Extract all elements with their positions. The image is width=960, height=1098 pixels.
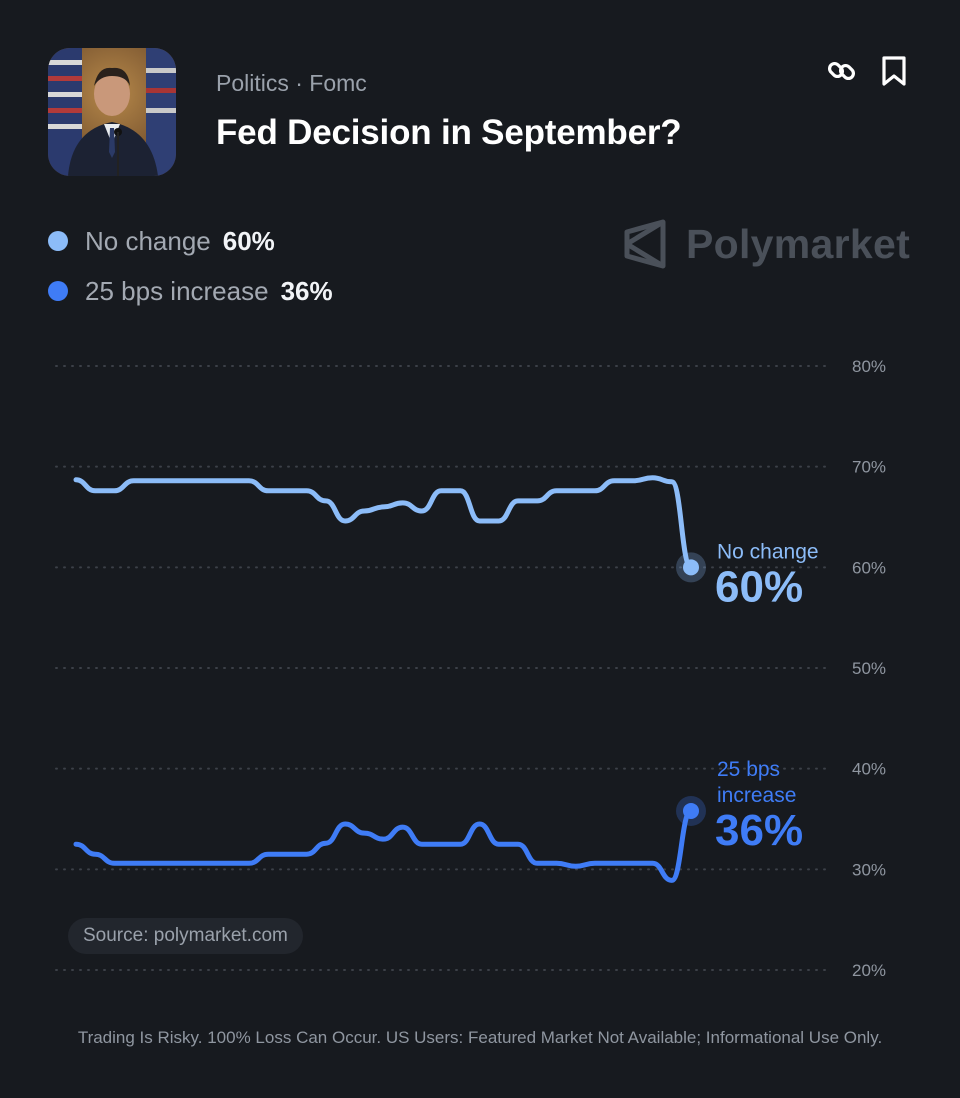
series-layer — [73, 475, 706, 883]
market-title[interactable]: Fed Decision in September? — [216, 113, 682, 152]
legend-item-no-change: No change 60% — [48, 216, 333, 266]
legend-value: 36% — [280, 275, 333, 306]
brand-name: Polymarket — [686, 220, 911, 267]
series-line-no-change — [73, 475, 694, 570]
end-label-name: No change — [717, 540, 819, 563]
market-thumbnail — [48, 48, 176, 176]
end-label-value: 36% — [715, 806, 803, 855]
endpoint-marker — [683, 559, 699, 576]
legend-dot-increase — [48, 281, 68, 301]
grid-layer: 80% 70% 60% 50% 40% 30% 20% — [55, 357, 886, 980]
y-tick-label: 30% — [852, 860, 886, 879]
y-tick-label: 20% — [852, 961, 886, 980]
end-label-name: increase — [717, 784, 796, 807]
legend-label: No change — [85, 225, 211, 256]
y-tick-label: 70% — [852, 458, 886, 477]
y-tick-label: 60% — [852, 558, 886, 577]
legend-item-25bps-increase: 25 bps increase 36% — [48, 266, 333, 316]
y-tick-label: 80% — [852, 357, 886, 376]
legend-label: 25 bps increase — [85, 275, 269, 306]
market-category[interactable]: Politics · Fomc — [216, 70, 367, 96]
end-label-value: 60% — [715, 562, 803, 611]
chart-legend: No change 60% 25 bps increase 36% — [48, 216, 333, 316]
disclaimer-text: Trading Is Risky. 100% Loss Can Occur. U… — [77, 1028, 883, 1047]
series-line-25bps-increase — [73, 808, 694, 883]
bookmark-icon[interactable] — [877, 54, 911, 88]
source-label: Source: polymarket.com — [68, 918, 303, 954]
endpoint-marker — [683, 802, 699, 819]
link-icon[interactable] — [825, 54, 859, 88]
end-label-name: 25 bps — [717, 758, 780, 781]
legend-value: 60% — [222, 225, 275, 256]
y-tick-label: 40% — [852, 760, 886, 779]
legend-dot-no-change — [48, 231, 68, 251]
polymarket-logo-icon — [624, 219, 666, 269]
y-tick-label: 50% — [852, 659, 886, 678]
polymarket-watermark: Polymarket — [622, 214, 910, 274]
